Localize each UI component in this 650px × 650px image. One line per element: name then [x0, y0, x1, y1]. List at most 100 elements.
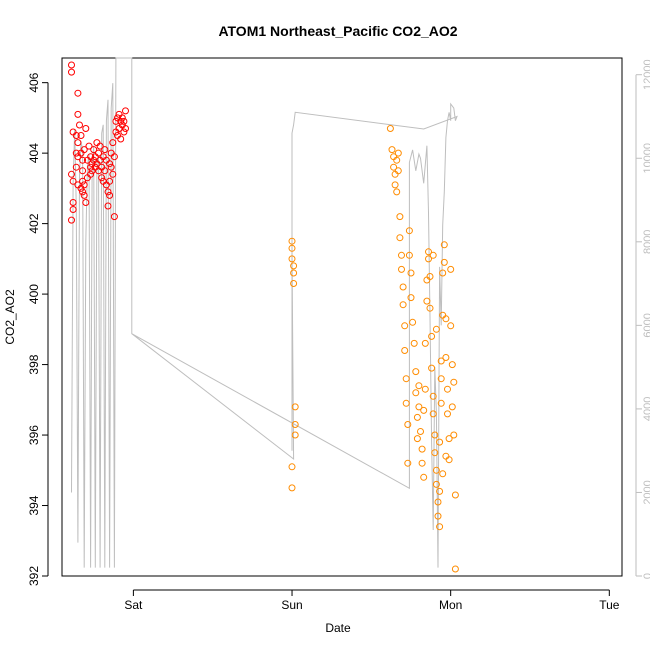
- data-point-series-0: [98, 174, 106, 182]
- data-point-series-1: [405, 227, 413, 235]
- data-point-series-1: [399, 301, 407, 309]
- data-point-series-1: [442, 354, 450, 361]
- data-point-series-1: [398, 265, 405, 273]
- data-point-series-1: [437, 399, 445, 407]
- data-point-series-0: [120, 128, 128, 136]
- data-point-series-1: [290, 262, 298, 270]
- data-point-series-1: [288, 484, 296, 492]
- data-point-series-0: [87, 163, 95, 171]
- data-point-series-0: [117, 117, 125, 125]
- data-point-series-1: [444, 410, 451, 418]
- data-point-series-1: [437, 357, 445, 365]
- data-point-series-0: [118, 114, 126, 122]
- data-point-series-1: [409, 318, 417, 326]
- data-point-series-1: [428, 332, 436, 340]
- data-point-series-1: [393, 188, 401, 196]
- left-axis-tick-label: 394: [27, 495, 41, 515]
- data-point-series-1: [429, 410, 437, 418]
- data-point-series-0: [82, 199, 90, 206]
- data-point-series-0: [104, 202, 112, 210]
- data-point-series-1: [442, 452, 450, 460]
- data-point-series-1: [451, 565, 459, 573]
- data-point-series-1: [290, 269, 298, 277]
- data-point-series-1: [407, 269, 415, 277]
- data-point-series-1: [288, 244, 296, 252]
- data-point-series-0: [90, 146, 98, 154]
- plot-frame: [61, 57, 623, 577]
- data-point-series-0: [79, 177, 87, 185]
- data-point-series-1: [288, 463, 296, 471]
- data-point-series-0: [95, 149, 102, 157]
- data-point-series-1: [439, 269, 447, 277]
- data-point-series-0: [109, 139, 117, 147]
- data-point-series-0: [68, 68, 75, 76]
- points-layer: [68, 61, 459, 573]
- data-point-series-0: [79, 188, 87, 196]
- data-point-series-0: [106, 177, 114, 185]
- data-point-series-1: [451, 491, 459, 499]
- data-point-series-1: [448, 361, 456, 369]
- data-point-series-1: [291, 431, 299, 439]
- data-point-series-1: [436, 438, 444, 446]
- data-point-series-1: [425, 255, 432, 263]
- data-point-series-1: [401, 322, 409, 330]
- data-point-series-0: [80, 181, 88, 189]
- data-point-series-1: [448, 403, 456, 411]
- right-axis-tick-label: 6000: [642, 313, 650, 337]
- data-point-series-0: [106, 191, 114, 199]
- data-point-series-0: [72, 132, 80, 139]
- data-point-series-1: [288, 255, 296, 263]
- data-point-series-1: [429, 251, 437, 259]
- x-axis-tick-label: Mon: [439, 598, 462, 612]
- data-point-series-1: [404, 421, 412, 428]
- data-point-series-0: [120, 117, 128, 125]
- data-point-series-0: [101, 146, 109, 154]
- data-point-series-1: [402, 399, 410, 407]
- data-point-series-1: [399, 283, 407, 291]
- data-point-series-0: [122, 125, 129, 132]
- data-point-series-0: [85, 142, 93, 150]
- left-axis-tick-label: 400: [27, 284, 41, 304]
- left-axis-tick-label: 406: [27, 72, 41, 92]
- right-y-axis: 0 2000 4000 6000 8000 10000 12000: [635, 59, 650, 579]
- data-point-series-1: [444, 385, 451, 393]
- data-point-series-1: [437, 375, 445, 383]
- data-point-series-1: [398, 251, 405, 259]
- data-point-series-1: [396, 234, 404, 242]
- left-axis-tick-label: 396: [27, 425, 41, 445]
- left-axis-tick-label: 392: [27, 566, 41, 586]
- x-axis-tick-label: Tue: [599, 598, 620, 612]
- data-point-series-0: [69, 199, 77, 206]
- data-point-series-1: [418, 459, 426, 467]
- data-point-series-1: [291, 421, 299, 428]
- data-point-series-1: [420, 473, 428, 481]
- data-point-series-1: [417, 428, 424, 435]
- x-axis-tick-label: Sat: [124, 598, 143, 612]
- data-point-series-0: [77, 132, 85, 139]
- chart-title: ATOM1 Northeast_Pacific CO2_AO2: [218, 23, 457, 39]
- data-point-series-0: [109, 170, 117, 178]
- data-point-series-0: [80, 191, 88, 199]
- data-point-series-0: [69, 206, 77, 213]
- altitude-line: [71, 57, 458, 568]
- data-point-series-0: [104, 188, 112, 196]
- data-point-series-1: [401, 347, 409, 354]
- y-axis-label: CO2_AO2: [3, 289, 17, 345]
- data-point-series-0: [74, 139, 82, 147]
- left-axis-tick-label: 404: [27, 143, 41, 163]
- data-point-series-1: [432, 466, 440, 474]
- data-point-series-0: [76, 121, 83, 129]
- x-axis-tick-label: Sun: [281, 598, 302, 612]
- data-point-series-0: [72, 149, 80, 157]
- data-point-series-1: [440, 258, 448, 266]
- data-point-series-1: [436, 487, 444, 495]
- data-point-series-1: [394, 167, 402, 175]
- data-point-series-0: [112, 117, 120, 125]
- data-point-series-0: [68, 170, 75, 178]
- data-point-series-1: [450, 431, 458, 439]
- data-point-series-1: [445, 435, 453, 443]
- data-point-series-1: [405, 251, 413, 259]
- data-point-series-1: [288, 237, 296, 245]
- data-point-series-1: [426, 273, 434, 280]
